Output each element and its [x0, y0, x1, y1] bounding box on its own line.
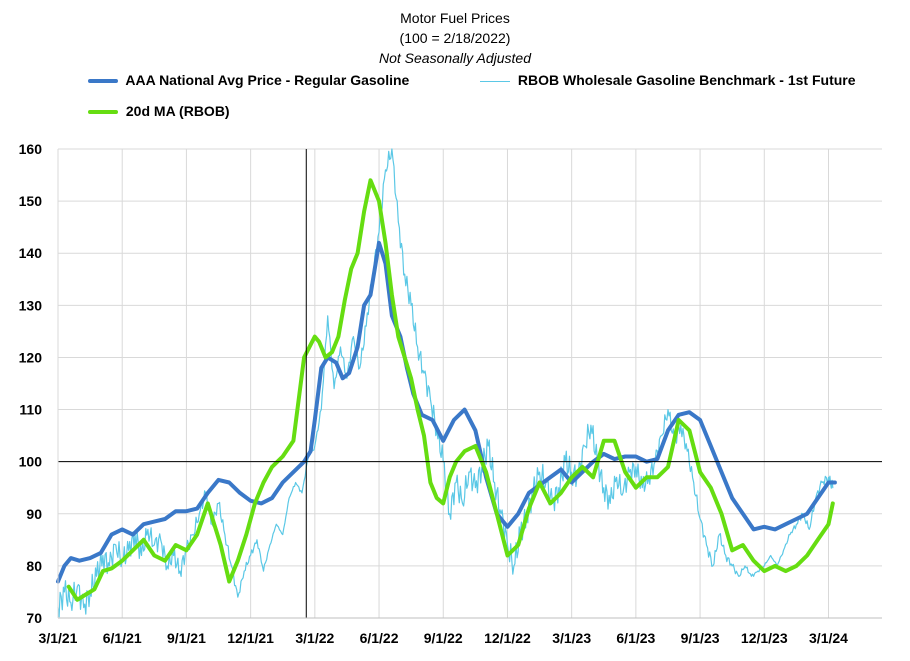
legend-item-ma: 20d MA (RBOB)	[88, 103, 230, 119]
legend-label-aaa: AAA National Avg Price - Regular Gasolin…	[125, 72, 410, 88]
x-tick-label-0: 3/1/21	[39, 630, 78, 646]
y-tick-label-70: 70	[26, 610, 42, 626]
x-tick-label-1: 6/1/21	[103, 630, 142, 646]
chart-title: Motor Fuel Prices	[400, 10, 510, 26]
legend-item-aaa: AAA National Avg Price - Regular Gasolin…	[88, 72, 409, 88]
legend-swatch-ma	[88, 110, 118, 115]
y-tick-label-140: 140	[19, 245, 43, 261]
x-tick-label-5: 6/1/22	[360, 630, 399, 646]
axes: 70 80 90 100 110 120 130 140 150 160 3/1/21 6/1/21 9…	[19, 141, 882, 646]
x-tick-label-7: 12/1/22	[484, 630, 531, 646]
x-tick-label-4: 3/1/22	[295, 630, 334, 646]
y-tick-label-120: 120	[19, 349, 43, 365]
series-layer	[56, 148, 837, 618]
chart-subtitle: (100 = 2/18/2022)	[399, 30, 511, 46]
x-tick-label-12: 3/1/24	[809, 630, 848, 646]
x-tick-label-9: 6/1/23	[616, 630, 655, 646]
y-tick-label-160: 160	[19, 141, 43, 157]
x-tick-label-3: 12/1/21	[227, 630, 274, 646]
y-tick-label-110: 110	[19, 402, 42, 418]
legend-label-rbob: RBOB Wholesale Gasoline Benchmark - 1st …	[517, 72, 856, 88]
legend-swatch-aaa	[88, 79, 118, 84]
y-tick-label-90: 90	[26, 506, 42, 522]
x-tick-label-10: 9/1/23	[681, 630, 720, 646]
y-tick-label-80: 80	[26, 558, 42, 574]
x-tick-label-2: 9/1/21	[167, 630, 206, 646]
x-tick-label-6: 9/1/22	[424, 630, 463, 646]
legend-swatch-rbob	[480, 80, 510, 83]
chart-note: Not Seasonally Adjusted	[378, 50, 532, 66]
reference-lines	[58, 149, 882, 618]
series-line-0	[56, 240, 837, 584]
x-tick-label-8: 3/1/23	[552, 630, 591, 646]
legend-item-rbob: RBOB Wholesale Gasoline Benchmark - 1st …	[480, 72, 856, 88]
y-tick-label-130: 130	[19, 297, 43, 313]
y-tick-label-150: 150	[19, 193, 43, 209]
legend-label-ma: 20d MA (RBOB)	[125, 103, 230, 119]
y-tick-label-100: 100	[19, 454, 43, 470]
series-line-2	[66, 178, 835, 602]
x-tick-label-11: 12/1/23	[741, 630, 788, 646]
